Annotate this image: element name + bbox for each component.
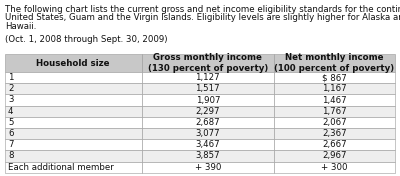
Text: 6: 6: [8, 129, 14, 138]
Text: (Oct. 1, 2008 through Sept. 30, 2009): (Oct. 1, 2008 through Sept. 30, 2009): [5, 34, 168, 43]
Text: 2,297: 2,297: [196, 107, 220, 116]
Text: 1,167: 1,167: [322, 84, 347, 93]
Bar: [274, 139, 395, 150]
Text: 4: 4: [8, 107, 14, 116]
Bar: [5, 139, 142, 150]
Text: 7: 7: [8, 140, 14, 149]
Bar: [5, 150, 142, 162]
Bar: [5, 128, 142, 139]
Text: 1,767: 1,767: [322, 107, 347, 116]
Text: 2: 2: [8, 84, 14, 93]
Text: Household size: Household size: [36, 58, 110, 68]
Text: 2,367: 2,367: [322, 129, 347, 138]
Bar: [142, 54, 274, 72]
Text: 2,667: 2,667: [322, 140, 347, 149]
Text: 2,067: 2,067: [322, 118, 347, 127]
Bar: [5, 117, 142, 128]
Bar: [142, 150, 274, 162]
Text: 1: 1: [8, 73, 14, 82]
Text: Hawaii.: Hawaii.: [5, 22, 36, 31]
Text: 1,467: 1,467: [322, 96, 347, 105]
Bar: [5, 162, 142, 173]
Text: 3,857: 3,857: [196, 152, 220, 161]
Text: 1,907: 1,907: [196, 96, 220, 105]
Text: Net monthly income
(100 percent of poverty): Net monthly income (100 percent of pover…: [274, 54, 395, 73]
Text: United States, Guam and the Virgin Islands. Eligibility levels are slightly high: United States, Guam and the Virgin Islan…: [5, 14, 400, 23]
Bar: [5, 83, 142, 94]
Text: 1,127: 1,127: [196, 73, 220, 82]
Bar: [5, 54, 142, 72]
Text: 3,077: 3,077: [196, 129, 220, 138]
Text: + 300: + 300: [321, 163, 348, 172]
Bar: [274, 162, 395, 173]
Bar: [142, 72, 274, 83]
Bar: [274, 117, 395, 128]
Text: + 390: + 390: [195, 163, 221, 172]
Bar: [274, 150, 395, 162]
Bar: [274, 54, 395, 72]
Text: Each additional member: Each additional member: [8, 163, 114, 172]
Text: Gross monthly income
(130 percent of poverty): Gross monthly income (130 percent of pov…: [148, 54, 268, 73]
Bar: [5, 106, 142, 117]
Text: 1,517: 1,517: [196, 84, 220, 93]
Text: 5: 5: [8, 118, 14, 127]
Bar: [142, 106, 274, 117]
Text: 3: 3: [8, 96, 14, 105]
Bar: [142, 128, 274, 139]
Bar: [274, 106, 395, 117]
Bar: [274, 94, 395, 106]
Text: $ 867: $ 867: [322, 73, 347, 82]
Text: 3,467: 3,467: [196, 140, 220, 149]
Text: The following chart lists the current gross and net income eligibility standards: The following chart lists the current gr…: [5, 5, 400, 14]
Text: 2,687: 2,687: [196, 118, 220, 127]
Bar: [5, 72, 142, 83]
Bar: [274, 83, 395, 94]
Bar: [142, 94, 274, 106]
Text: 2,967: 2,967: [322, 152, 347, 161]
Bar: [142, 162, 274, 173]
Bar: [274, 72, 395, 83]
Bar: [5, 94, 142, 106]
Bar: [142, 117, 274, 128]
Bar: [274, 128, 395, 139]
Bar: [142, 83, 274, 94]
Bar: [142, 139, 274, 150]
Text: 8: 8: [8, 152, 14, 161]
